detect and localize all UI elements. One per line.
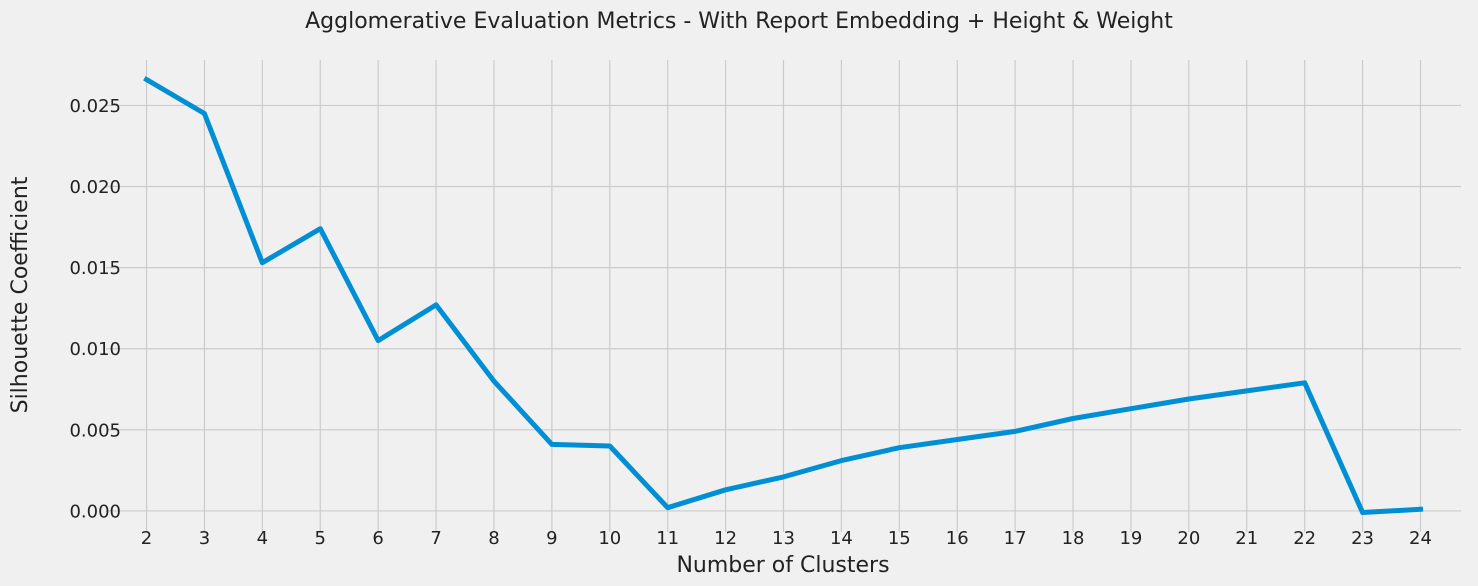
x-tick-label: 18	[1062, 528, 1085, 549]
x-tick-label: 20	[1177, 528, 1200, 549]
x-tick-label: 4	[257, 528, 268, 549]
x-tick-label: 23	[1351, 528, 1374, 549]
series-line	[143, 76, 1424, 515]
x-tick-label: 8	[488, 528, 499, 549]
y-tick-label: 0.025	[69, 96, 121, 117]
x-tick-label: 5	[315, 528, 326, 549]
x-tick-label: 13	[772, 528, 795, 549]
chart-title: Agglomerative Evaluation Metrics - With …	[305, 9, 1173, 34]
x-tick-label: 17	[1004, 528, 1027, 549]
y-tick-label: 0.005	[69, 420, 121, 441]
x-axis-label: Number of Clusters	[676, 553, 889, 578]
x-tick-label: 24	[1409, 528, 1432, 549]
x-tick-label: 6	[372, 528, 383, 549]
y-tick-labels: 0.000 0.005 0.010 0.015 0.020 0.025	[69, 96, 121, 522]
x-tick-label: 22	[1293, 528, 1316, 549]
x-tick-label: 10	[598, 528, 621, 549]
x-tick-label: 2	[141, 528, 152, 549]
y-tick-label: 0.000	[69, 501, 121, 522]
x-tick-label: 19	[1119, 528, 1142, 549]
x-tick-label: 12	[714, 528, 737, 549]
y-tick-label: 0.020	[69, 177, 121, 198]
x-tick-label: 9	[546, 528, 557, 549]
x-tick-label: 15	[888, 528, 911, 549]
x-tick-label: 16	[946, 528, 969, 549]
x-tick-label: 7	[430, 528, 441, 549]
y-axis-label: Silhouette Coefficient	[8, 176, 33, 413]
y-tick-label: 0.010	[69, 339, 121, 360]
x-tick-label: 3	[199, 528, 210, 549]
x-tick-label: 21	[1235, 528, 1258, 549]
x-gridlines	[145, 60, 1422, 532]
x-tick-label: 11	[656, 528, 679, 549]
y-gridlines	[106, 104, 1461, 512]
x-tick-label: 14	[830, 528, 853, 549]
x-tick-labels: 2 3 4 5 6 7 8 9 10 11 12 13 14 15 16 17 18 19 20 21 22 23 24	[141, 528, 1432, 549]
y-tick-label: 0.015	[69, 258, 121, 279]
series-group	[143, 76, 1424, 515]
